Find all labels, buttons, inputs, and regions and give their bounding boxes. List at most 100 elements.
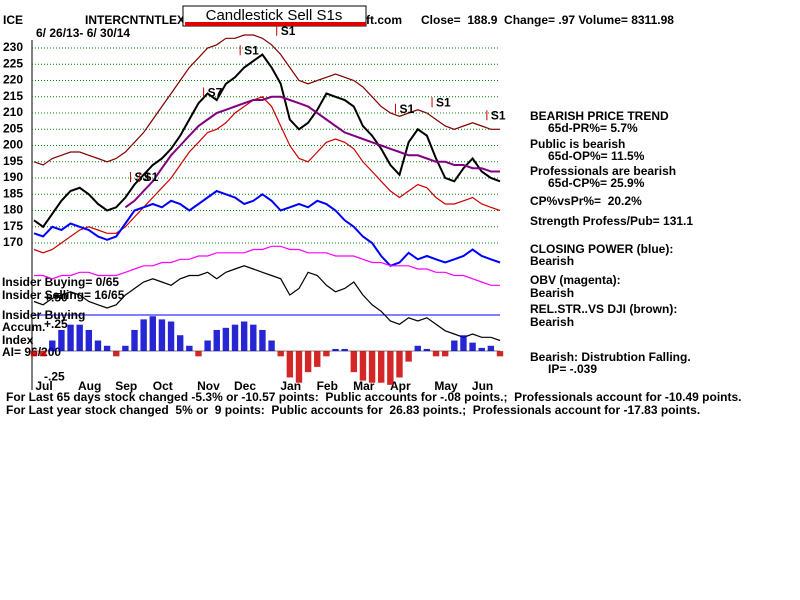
accum-bar	[423, 348, 431, 352]
y-tick-label: 215	[3, 89, 23, 103]
accum-bar	[405, 351, 412, 362]
x-tick-label: Dec	[234, 379, 256, 393]
accum-bar	[460, 335, 467, 352]
x-tick-label: Sep	[115, 379, 137, 393]
accum-bar	[378, 351, 385, 383]
y-tick-label: 230	[3, 40, 23, 54]
accum-bar	[240, 321, 248, 352]
y-tick-label: 210	[3, 105, 23, 119]
accum-bar	[341, 348, 348, 352]
note: Professionals are bearish	[530, 164, 676, 178]
company-name: INTERCNTNTLEX	[85, 13, 185, 27]
note: IP= -.039	[548, 362, 597, 376]
note: Insider Buying	[2, 308, 85, 322]
left-notes: Insider Buying= 0/65 Insider Selling= 16…	[2, 275, 125, 359]
accum-bar	[286, 351, 294, 378]
y-tick-label: +.50	[44, 290, 68, 304]
accum-bar	[350, 351, 358, 373]
note: Insider Buying= 0/65	[2, 275, 119, 289]
y-tick-label: -.25	[44, 370, 65, 384]
series-line	[33, 34, 500, 166]
signal-label: S1	[491, 108, 506, 122]
accum-bar	[451, 340, 458, 352]
accum-bar	[58, 329, 65, 352]
accum-bar	[222, 327, 230, 352]
accum-bar	[113, 351, 120, 357]
signal-label: S1	[399, 102, 414, 116]
accum-bar	[396, 351, 403, 378]
accum-bar	[103, 345, 111, 352]
accum-bar	[323, 351, 330, 357]
accum-bar	[332, 348, 339, 352]
accum-bar	[158, 319, 166, 352]
accum-bar	[478, 347, 485, 352]
accum-bar	[496, 351, 504, 357]
date-range: 6/ 26/13- 6/ 30/14	[36, 26, 130, 40]
accum-bar	[469, 342, 476, 352]
note: Index	[2, 333, 34, 347]
note: Bearish: Distrubtion Falling.	[530, 350, 691, 364]
y-tick-label: 225	[3, 56, 23, 70]
x-tick-label: Aug	[78, 379, 101, 393]
note: CP%vsPr%= 20.2%	[530, 194, 642, 208]
series-line	[33, 265, 501, 342]
note: Bearish	[530, 254, 574, 268]
note: Accum.	[2, 320, 45, 334]
series-line	[124, 95, 500, 209]
note: Strength Profess/Pub= 131.1	[530, 214, 693, 228]
accum-bar	[85, 329, 93, 352]
note: Insider Selling= 16/65	[2, 288, 125, 302]
series-line	[33, 96, 501, 254]
y-tick-label: +.25	[44, 317, 68, 331]
x-tick-label: Jun	[472, 379, 493, 393]
note: REL.STR..VS DJI (brown):	[530, 302, 677, 316]
footer-line: For Last 65 days stock changed -5.3% or …	[6, 390, 742, 404]
y-tick-label: 220	[3, 73, 23, 87]
accum-bar	[140, 319, 147, 352]
signal-label: S1	[144, 170, 159, 184]
x-tick-label: May	[434, 379, 458, 393]
footer-line: For Last year stock changed 5% or 9 poin…	[6, 403, 700, 417]
accum-bar	[149, 316, 156, 352]
accum-bar	[204, 340, 211, 352]
signal-label: S7	[208, 86, 223, 100]
x-tick-label: Jul	[35, 379, 52, 393]
accum-bar	[359, 351, 367, 381]
accum-bar	[39, 351, 47, 357]
y-tick-label: 195	[3, 154, 23, 168]
note: Bearish	[530, 315, 574, 329]
accum-bar	[176, 335, 184, 352]
signal-label: S1	[281, 24, 296, 38]
accum-bar	[94, 340, 102, 352]
accum-bar	[432, 351, 440, 357]
signal-label: S1	[244, 43, 259, 57]
accum-bar	[387, 351, 394, 385]
y-tick-label: 200	[3, 138, 23, 152]
accum-bar	[304, 351, 312, 373]
accum-bar	[259, 329, 266, 352]
x-tick-label: Nov	[197, 379, 220, 393]
accum-bar	[368, 351, 376, 383]
accum-bar	[186, 345, 193, 352]
quote: Close= 188.9 Change= .97 Volume= 8311.98	[421, 13, 674, 27]
signal-label: S1	[436, 95, 451, 109]
symbol: ICE	[3, 13, 23, 27]
x-tick-label: Feb	[317, 379, 338, 393]
accum-bar	[277, 351, 284, 357]
side-notes: BEARISH PRICE TREND 65d-PR%= 5.7% Public…	[530, 109, 693, 376]
y-tick-label: 170	[3, 235, 23, 249]
note: 65d-CP%= 25.9%	[548, 176, 645, 190]
y-tick-label: 185	[3, 186, 23, 200]
signal-label: S3	[135, 170, 150, 184]
accum-bar	[314, 351, 321, 367]
accum-bar	[167, 321, 175, 352]
accum-bar	[231, 324, 239, 352]
title-underline	[185, 22, 366, 26]
series-line	[33, 53, 501, 229]
x-tick-label: Oct	[153, 379, 173, 393]
note: CLOSING POWER (blue):	[530, 242, 673, 256]
note: 65d-PR%= 5.7%	[548, 121, 638, 135]
site: ft.com	[366, 13, 402, 27]
accum-bar	[76, 324, 83, 352]
